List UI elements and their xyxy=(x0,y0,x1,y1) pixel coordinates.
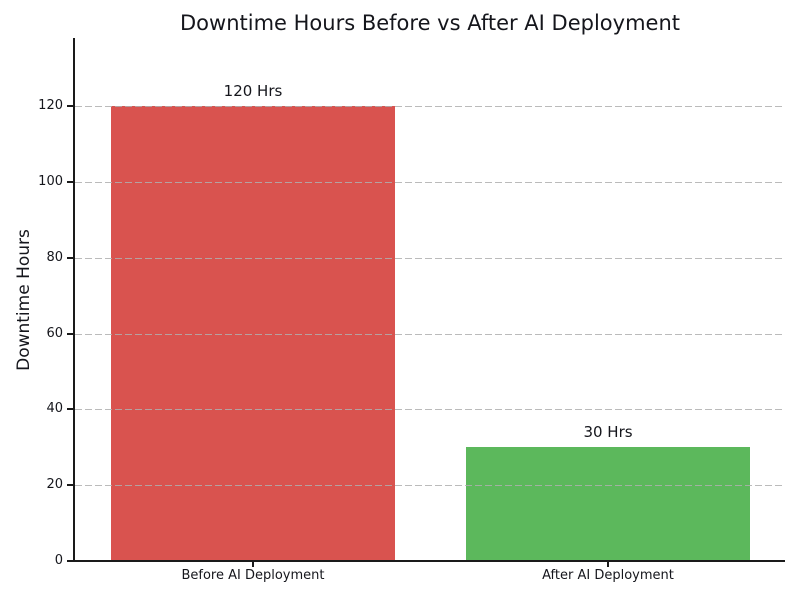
y-tick-label: 120 xyxy=(38,98,63,113)
y-tick-label: 60 xyxy=(46,326,63,341)
gridline xyxy=(75,106,785,108)
x-tick-mark xyxy=(607,562,609,567)
y-tick-label: 100 xyxy=(38,174,63,189)
y-tick-label: 40 xyxy=(46,401,63,416)
gridline xyxy=(75,485,785,487)
y-axis-spine xyxy=(73,38,75,562)
gridline xyxy=(75,182,785,183)
x-tick-label: After AI Deployment xyxy=(542,568,674,583)
gridline xyxy=(75,257,785,259)
y-tick-label: 80 xyxy=(46,250,63,265)
x-tick-label: Before AI Deployment xyxy=(181,568,325,583)
y-tick-mark xyxy=(67,484,73,486)
y-tick-mark xyxy=(67,560,73,562)
y-tick-mark xyxy=(67,333,73,335)
y-tick-mark xyxy=(67,408,73,410)
bar xyxy=(466,447,750,561)
y-tick-mark xyxy=(67,105,73,107)
y-tick-mark xyxy=(67,181,73,183)
y-tick-label: 0 xyxy=(54,553,63,568)
bar xyxy=(111,106,395,561)
x-axis-spine xyxy=(73,560,785,562)
gridline xyxy=(75,333,785,335)
plot-area: 120 Hrs 30 Hrs xyxy=(73,38,785,562)
y-tick-mark xyxy=(67,257,73,259)
gridline xyxy=(75,409,785,411)
bar-value-label: 30 Hrs xyxy=(583,423,633,441)
y-tick-label: 20 xyxy=(46,477,63,492)
bar-value-label: 120 Hrs xyxy=(223,82,283,100)
x-tick-mark xyxy=(252,562,254,567)
chart-title: Downtime Hours Before vs After AI Deploy… xyxy=(180,11,680,35)
